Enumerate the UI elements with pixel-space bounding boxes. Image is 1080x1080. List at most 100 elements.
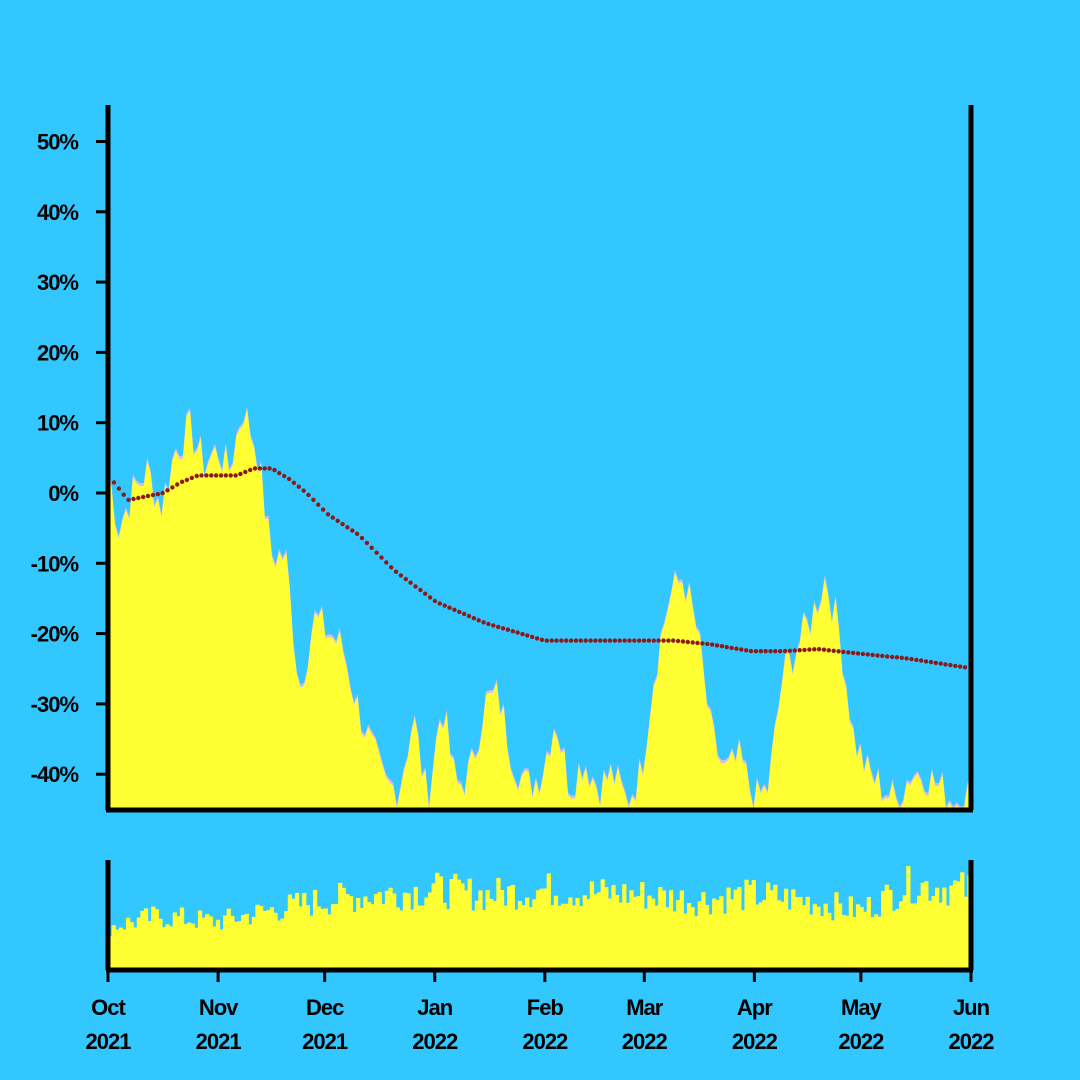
volume-bar [165, 924, 170, 970]
volume-bar [938, 902, 943, 970]
trend-point [826, 648, 831, 653]
trend-point [296, 484, 301, 489]
trend-point [228, 473, 233, 478]
volume-bar [780, 901, 785, 970]
volume-bar [819, 916, 825, 970]
trend-point [758, 649, 763, 654]
trend-point [476, 618, 481, 623]
trend-point [734, 646, 739, 651]
trend-point [564, 638, 569, 643]
volume-bar [632, 896, 638, 970]
trend-point [199, 473, 204, 478]
trend-point [486, 621, 491, 627]
volume-bar [118, 927, 123, 970]
volume-bar [521, 905, 526, 970]
y-tick-label: 30% [37, 270, 78, 295]
trend-point [875, 653, 880, 658]
volume-bar [499, 890, 505, 970]
volume-bar [251, 916, 257, 970]
trend-point [680, 639, 686, 644]
volume-bar [755, 904, 760, 970]
trend-point [525, 633, 530, 638]
volume-bar [604, 887, 609, 970]
volume-bar [316, 906, 321, 970]
trend-point [316, 502, 321, 507]
trend-point [612, 638, 618, 643]
trend-point [812, 647, 817, 652]
volume-bar [794, 897, 799, 970]
volume-bar [917, 895, 922, 970]
trend-point [889, 654, 895, 660]
trend-point [763, 649, 768, 654]
volume-bar [643, 908, 648, 970]
volume-bar [187, 922, 192, 970]
trend-point [461, 611, 467, 617]
trend-point [855, 651, 861, 656]
volume-bar [798, 896, 803, 970]
x-tick-label-year: 2022 [838, 1029, 884, 1054]
trend-point [496, 624, 501, 630]
volume-bar [428, 892, 433, 970]
trend-point [301, 488, 306, 493]
trend-point [714, 643, 720, 648]
trend-point [787, 648, 793, 653]
trend-point [948, 662, 953, 668]
volume-bar [701, 892, 706, 970]
volume-bar [467, 878, 472, 970]
trend-point [894, 655, 900, 660]
volume-bar [582, 895, 587, 970]
trend-point [821, 647, 827, 652]
volume-bar [855, 904, 861, 970]
volume-bar [611, 885, 616, 970]
trend-point [685, 639, 690, 645]
volume-bar [553, 895, 559, 970]
volume-bar [305, 905, 310, 970]
volume-bar [438, 876, 444, 970]
trend-point [938, 661, 943, 666]
volume-bar [449, 879, 454, 970]
trend-point [423, 591, 428, 596]
volume-bar [744, 879, 749, 970]
x-tick-label-year: 2021 [196, 1029, 242, 1054]
trend-point [957, 664, 963, 669]
volume-bar [309, 915, 314, 970]
volume-bar [647, 895, 652, 970]
trend-point [744, 648, 749, 653]
trend-point [559, 638, 564, 643]
volume-bar [474, 900, 479, 970]
trend-point [126, 497, 131, 503]
volume-bar [266, 910, 271, 970]
trend-point [539, 637, 545, 642]
trend-point [836, 649, 841, 654]
trend-point [155, 491, 160, 497]
volume-bar [823, 903, 828, 970]
volume-bar [881, 891, 886, 970]
trend-point [403, 576, 408, 582]
volume-bar [690, 907, 695, 970]
trend-point [885, 654, 890, 659]
trend-point [646, 638, 652, 643]
trend-point [131, 496, 136, 502]
trend-point [160, 490, 165, 496]
x-tick-label-month: Nov [199, 995, 239, 1020]
volume-bar [323, 908, 328, 970]
volume-bar [226, 908, 231, 970]
trend-point [870, 652, 875, 658]
volume-bar [597, 892, 602, 970]
trend-point [262, 466, 267, 471]
trend-point [179, 479, 185, 484]
y-tick-label: 40% [37, 200, 78, 225]
trend-point [491, 623, 496, 628]
volume-bar [388, 887, 393, 970]
trend-point [320, 507, 326, 512]
trend-point [568, 638, 574, 643]
volume-bar [420, 905, 426, 970]
trend-point [656, 638, 661, 643]
volume-bar [712, 898, 717, 970]
volume-bar [708, 914, 713, 970]
trend-point [223, 473, 228, 478]
volume-bar [377, 892, 382, 970]
volume-bar [769, 890, 774, 970]
volume-bar [384, 890, 390, 970]
